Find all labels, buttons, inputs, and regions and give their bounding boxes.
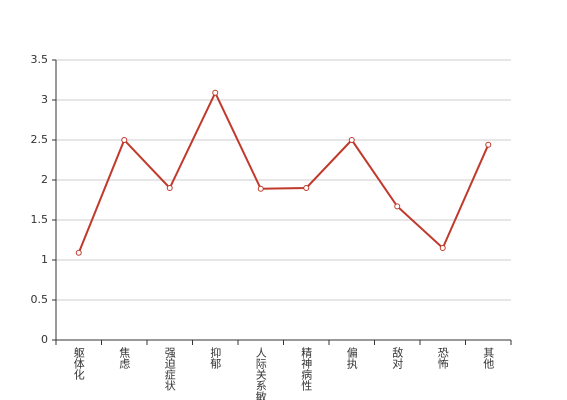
y-tick-label: 2 (41, 173, 48, 186)
point (303, 185, 310, 191)
point (439, 245, 446, 251)
x-tick-label: 精神病性 (300, 347, 313, 392)
y-tick-label: 1.5 (31, 213, 49, 226)
point (75, 249, 82, 256)
point (485, 141, 492, 148)
x-tick-label: 恐怖 (436, 347, 449, 369)
x-tick-label: 其他 (482, 347, 495, 369)
y-tick-label: 1 (41, 253, 48, 266)
point (166, 185, 173, 191)
point (212, 89, 219, 96)
point (348, 137, 355, 143)
x-tick-label: 抑郁 (209, 346, 222, 369)
x-tick-label: 躯体化 (72, 347, 85, 381)
y-tick-label: 0 (41, 333, 48, 346)
y-tick-label: 3.5 (31, 53, 49, 66)
x-tick-label: 焦虑 (118, 347, 131, 369)
line (77, 90, 490, 254)
x-tick-label: 人际关系敏感 (254, 347, 267, 400)
y-tick-label: 3 (41, 93, 48, 106)
y-tick-label: 2.5 (31, 133, 49, 146)
y-tick-label: 0.5 (31, 293, 49, 306)
point (257, 185, 264, 192)
x-tick-label: 敌对 (391, 346, 404, 369)
x-tick-label: 强迫症状 (163, 347, 176, 391)
x-tick-label: 偏执 (345, 346, 358, 370)
point (121, 137, 128, 143)
point (394, 203, 401, 210)
